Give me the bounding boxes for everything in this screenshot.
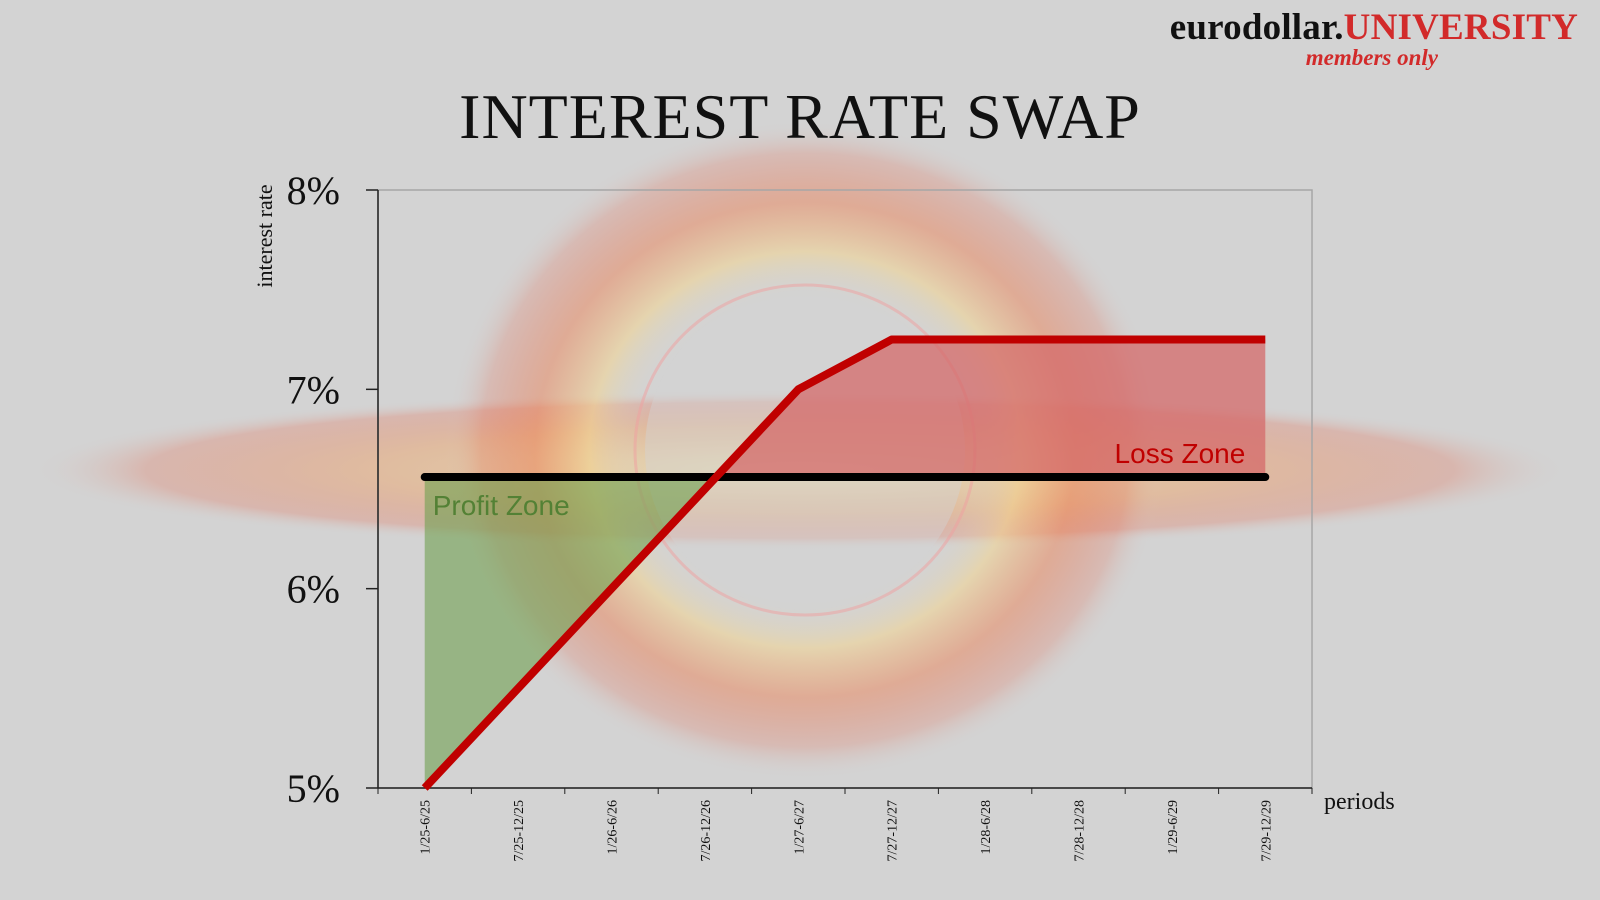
y-tick-label: 7% [287, 367, 340, 412]
loss-zone-fill [716, 339, 1266, 478]
x-tick-label: 1/27-6/27 [792, 800, 807, 854]
floating-rate-line [421, 335, 1266, 791]
profit-zone-label: Profit Zone [433, 490, 570, 521]
y-tick-label: 8% [287, 168, 340, 213]
x-axis-label: periods [1324, 789, 1395, 815]
y-tick-label: 6% [287, 567, 340, 612]
brand-logo: eurodollar.UNIVERSITY members only [1170, 6, 1578, 71]
x-tick-label: 7/28-12/28 [1073, 800, 1088, 861]
loss-zone-label: Loss Zone [1115, 438, 1246, 469]
x-tick-label: 7/26-12/26 [699, 800, 714, 861]
x-tick-label: 1/28-6/28 [979, 800, 994, 854]
x-tick-label: 7/25-12/25 [512, 800, 527, 861]
x-tick-label: 1/25-6/25 [419, 800, 434, 854]
x-tick-label: 7/27-12/27 [886, 800, 901, 861]
x-tick-label: 1/26-6/26 [606, 800, 621, 854]
y-tick-label: 5% [287, 766, 340, 811]
y-axis-label: interest rate [252, 184, 277, 287]
chart-title: INTEREST RATE SWAP [459, 81, 1141, 152]
brand-name-part1: eurodollar. [1169, 7, 1344, 48]
x-tick-label: 1/29-6/29 [1166, 800, 1181, 854]
x-tick-label: 7/29-12/29 [1259, 800, 1274, 861]
brand-name-part2: UNIVERSITY [1343, 7, 1578, 48]
brand-tagline: members only [1305, 45, 1438, 70]
